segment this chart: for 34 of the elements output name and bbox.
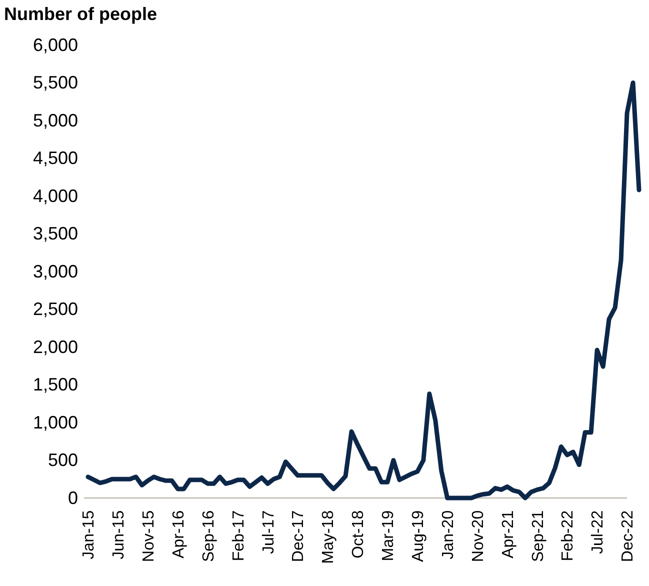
x-tick-label: Jan-15 xyxy=(80,510,98,560)
x-tick-label: Mar-19 xyxy=(380,510,398,562)
y-tick-label: 4,500 xyxy=(32,148,78,168)
x-tick-label: Jul-22 xyxy=(590,510,607,554)
y-tick-label: 2,000 xyxy=(32,336,78,357)
x-tick-label: Jan-20 xyxy=(440,510,457,560)
x-tick-label: Feb-22 xyxy=(560,510,577,562)
x-tick-label: Jun-15 xyxy=(110,510,128,560)
y-tick-label: 500 xyxy=(48,450,78,470)
x-tick-label: Nov-20 xyxy=(470,510,487,562)
y-tick-label: 0 xyxy=(68,488,78,508)
x-tick-label: Feb-17 xyxy=(230,510,248,562)
x-tick-label: Dec-17 xyxy=(290,510,308,562)
x-tick-label: Aug-19 xyxy=(410,510,427,562)
line-series xyxy=(86,80,642,500)
y-tick-label: 5,500 xyxy=(32,72,78,93)
x-tick-label: Nov-15 xyxy=(140,510,158,562)
x-tick-label: Jul-17 xyxy=(260,510,278,554)
x-tick-label: Apr-21 xyxy=(500,510,517,558)
y-tick-label: 4,000 xyxy=(32,186,78,206)
y-tick-label: 6,000 xyxy=(32,34,78,55)
y-tick-label: 3,000 xyxy=(32,261,78,282)
y-tick-label: 2,500 xyxy=(32,299,78,320)
x-tick-label: Oct-18 xyxy=(350,510,368,558)
x-tick-label: May-18 xyxy=(320,510,338,564)
y-tick-label: 5,000 xyxy=(32,110,78,130)
x-tick-label: Apr-16 xyxy=(170,510,188,558)
y-axis-title: Number of people xyxy=(4,4,158,24)
y-tick-label: 1,500 xyxy=(32,374,78,395)
x-tick-label: Dec-22 xyxy=(620,510,637,562)
y-tick-label: 3,500 xyxy=(32,224,78,244)
y-tick-label: 1,000 xyxy=(32,412,78,432)
x-tick-label: Sep-16 xyxy=(200,510,218,562)
x-tick-label: Sep-21 xyxy=(530,510,547,562)
